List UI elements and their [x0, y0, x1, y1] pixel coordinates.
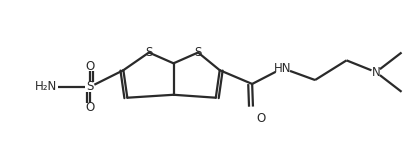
Text: S: S [195, 46, 202, 59]
Text: O: O [85, 60, 94, 73]
Text: O: O [256, 112, 265, 126]
Text: S: S [145, 46, 153, 59]
Text: N: N [372, 66, 381, 79]
Text: O: O [85, 101, 94, 114]
Text: H₂N: H₂N [35, 80, 57, 93]
Text: HN: HN [274, 62, 291, 75]
Text: S: S [86, 80, 94, 93]
